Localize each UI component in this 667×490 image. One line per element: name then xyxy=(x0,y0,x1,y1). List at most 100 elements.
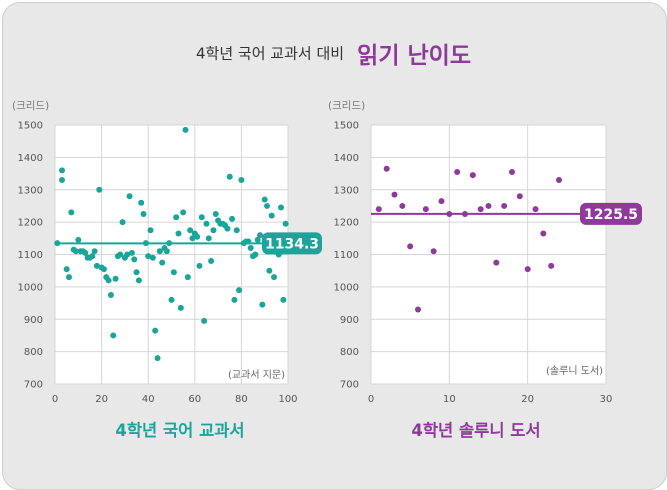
data-point xyxy=(229,215,236,222)
data-point xyxy=(407,243,414,250)
data-point xyxy=(224,225,231,232)
data-point xyxy=(203,220,210,227)
data-point xyxy=(278,204,285,211)
data-point xyxy=(159,259,166,266)
data-point xyxy=(91,248,98,255)
data-point xyxy=(140,211,147,218)
data-point xyxy=(152,327,159,334)
data-point xyxy=(177,304,184,311)
data-point xyxy=(271,274,278,281)
data-point xyxy=(119,219,126,226)
y-tick-label: 700 xyxy=(340,380,359,391)
x-tick-label: 20 xyxy=(95,394,108,405)
y-tick-label: 1500 xyxy=(18,121,43,132)
data-point xyxy=(117,251,124,258)
data-point xyxy=(532,206,539,213)
data-point xyxy=(131,256,138,263)
y-tick-label: 1500 xyxy=(334,121,359,132)
data-point xyxy=(63,266,70,273)
data-point xyxy=(399,202,406,209)
data-point xyxy=(282,220,289,227)
data-point xyxy=(509,168,515,175)
chart-caption: 4학년 솔루니 도서 xyxy=(411,421,540,440)
data-point xyxy=(166,240,173,247)
chart-left: 700 800 900 1000 1100 1200 1300 1400 1500 0 20 40 60… xyxy=(12,100,322,440)
x-tick-label: 10 xyxy=(443,394,456,405)
data-point xyxy=(208,257,215,264)
data-point xyxy=(184,274,191,281)
data-point xyxy=(96,186,103,193)
chart-title-prefix: 4학년 국어 교과서 대비 xyxy=(196,44,345,63)
x-tick-label: 20 xyxy=(521,394,534,405)
data-point xyxy=(187,227,194,234)
data-point xyxy=(100,266,107,273)
data-point xyxy=(462,211,468,218)
x-tick-label: 0 xyxy=(52,394,58,405)
data-point xyxy=(201,317,208,324)
data-point xyxy=(154,355,161,362)
data-point xyxy=(138,199,145,206)
data-point xyxy=(540,230,547,237)
y-tick-label: 800 xyxy=(340,347,359,358)
data-point xyxy=(175,230,182,237)
data-point xyxy=(254,236,261,243)
data-point xyxy=(259,301,266,308)
data-point xyxy=(93,262,100,269)
data-point xyxy=(501,202,508,209)
data-point xyxy=(82,249,89,256)
data-point xyxy=(257,232,264,239)
data-point xyxy=(210,227,217,234)
data-point xyxy=(149,254,156,261)
data-point xyxy=(205,235,212,242)
data-point xyxy=(142,240,149,247)
y-tick-label: 900 xyxy=(340,315,359,326)
y-tick-label: 1200 xyxy=(334,218,359,229)
x-tick-label: 30 xyxy=(600,394,613,405)
chart-title-main: 읽기 난이도 xyxy=(357,43,471,69)
chart-header: 4학년 국어 교과서 대비 읽기 난이도 xyxy=(0,36,667,70)
plot-note: (교과서 지문) xyxy=(228,369,285,381)
y-unit-label: (크리드) xyxy=(12,100,49,112)
x-tick-label: 80 xyxy=(235,394,248,405)
mean-value-label: 1225.5 xyxy=(584,207,638,223)
mean-value-label: 1134.3 xyxy=(265,236,319,252)
y-tick-label: 1300 xyxy=(334,185,359,196)
data-point xyxy=(375,206,382,213)
data-point xyxy=(469,172,476,179)
data-point xyxy=(182,126,189,133)
data-point xyxy=(268,212,275,219)
y-tick-label: 900 xyxy=(24,315,43,326)
data-point xyxy=(128,249,135,256)
data-point xyxy=(391,191,398,198)
data-point xyxy=(126,193,133,200)
data-point xyxy=(58,167,65,174)
data-point xyxy=(194,233,201,240)
data-point xyxy=(170,269,177,276)
data-point xyxy=(477,206,484,213)
data-point xyxy=(261,196,268,203)
data-point xyxy=(454,168,461,175)
data-point xyxy=(156,248,163,255)
data-point xyxy=(415,306,421,313)
chart-right: 700 800 900 1000 1100 1200 1300 1400 1500 0 10 20 30… xyxy=(328,100,642,440)
data-point xyxy=(58,177,65,184)
data-point xyxy=(145,253,152,260)
data-point xyxy=(493,259,500,266)
y-tick-label: 1100 xyxy=(334,250,359,261)
data-point xyxy=(236,287,243,294)
data-point xyxy=(54,240,61,247)
y-tick-label: 1000 xyxy=(18,282,43,293)
data-point xyxy=(68,209,75,216)
x-tick-label: 40 xyxy=(142,394,155,405)
data-point xyxy=(548,262,555,269)
data-point xyxy=(238,177,245,184)
data-point xyxy=(163,248,170,255)
y-tick-label: 800 xyxy=(24,347,43,358)
data-point xyxy=(245,238,252,245)
data-point xyxy=(124,251,131,258)
data-point xyxy=(430,248,437,255)
data-point xyxy=(252,251,259,258)
data-point xyxy=(422,206,429,213)
y-tick-label: 1400 xyxy=(334,153,359,164)
mean-badge xyxy=(580,202,642,225)
